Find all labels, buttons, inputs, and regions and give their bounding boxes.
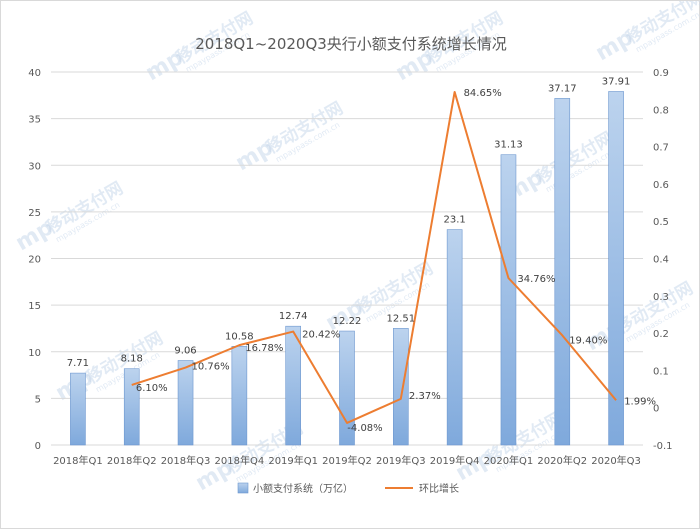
line-value-label: 19.40%: [569, 335, 607, 346]
y-right-tick-label: 0.1: [653, 366, 669, 377]
y-left-tick-label: 30: [28, 161, 41, 172]
x-tick-label: 2020年Q2: [537, 454, 587, 467]
x-tick-label: 2020年Q3: [591, 454, 641, 467]
x-tick-label: 2019年Q1: [268, 454, 318, 467]
line-value-label: 1.99%: [624, 396, 656, 407]
x-tick-label: 2018年Q3: [161, 454, 211, 467]
bar: [393, 328, 408, 445]
bar: [70, 373, 85, 445]
x-tick-label: 2018年Q4: [215, 454, 265, 467]
x-tick-label: 2018年Q2: [107, 454, 157, 467]
y-right-tick-label: 0.8: [653, 105, 669, 116]
bar: [178, 361, 193, 445]
y-right-tick-label: 0.7: [653, 143, 669, 154]
line-value-label: 2.37%: [409, 391, 441, 402]
y-left-tick-label: 5: [35, 394, 41, 405]
y-right-tick-label: 0.4: [653, 255, 669, 266]
growth-line: [132, 92, 616, 423]
y-left-tick-label: 20: [28, 255, 41, 266]
line-value-label: 34.76%: [517, 274, 555, 285]
x-tick-label: 2019年Q3: [376, 454, 426, 467]
bar-value-label: 12.74: [279, 311, 308, 322]
legend-bar-label: 小额支付系统（万亿）: [253, 482, 353, 495]
line-series: [132, 92, 616, 423]
y-left-tick-label: 40: [28, 68, 41, 79]
bar: [609, 91, 624, 445]
bar: [286, 326, 301, 445]
legend: 小额支付系统（万亿） 环比增长: [238, 482, 459, 495]
y-right-tick-label: -0.1: [653, 441, 673, 452]
legend-bar-swatch: [238, 483, 248, 493]
y-left-tick-label: 10: [28, 348, 41, 359]
x-tick-label: 2019年Q2: [322, 454, 372, 467]
bar-value-label: 31.13: [494, 140, 523, 151]
bar: [501, 155, 516, 445]
bar-value-label: 12.51: [386, 313, 415, 324]
bar-value-label: 10.58: [225, 331, 254, 342]
y-left-tick-label: 35: [28, 115, 41, 126]
bar-value-label: 9.06: [174, 346, 196, 357]
x-tick-label: 2018年Q1: [53, 454, 103, 467]
y-left-tick-label: 15: [28, 301, 41, 312]
x-tick-label: 2020年Q1: [484, 454, 534, 467]
bar: [555, 98, 570, 445]
bar-value-label: 7.71: [67, 358, 89, 369]
y-right-tick-label: 0.3: [653, 292, 669, 303]
bar: [232, 346, 247, 445]
line-value-label: 20.42%: [302, 330, 340, 341]
bar-value-label: 12.22: [333, 316, 362, 327]
line-value-label: 84.65%: [464, 88, 502, 99]
y-right-tick-label: 0.2: [653, 329, 669, 340]
y-right-tick-label: 0.6: [653, 180, 669, 191]
line-value-label: 6.10%: [136, 383, 168, 394]
y-right-tick-label: 0: [653, 404, 659, 415]
bar: [447, 230, 462, 445]
line-value-label: -4.08%: [347, 423, 382, 434]
bar-value-label: 37.91: [602, 76, 631, 87]
bar-value-label: 23.1: [444, 215, 466, 226]
bar-value-label: 8.18: [121, 354, 143, 365]
chart-title: 2018Q1~2020Q3央行小额支付系统增长情况: [195, 35, 507, 53]
y-left-tick-label: 0: [35, 441, 41, 452]
line-value-label: 10.76%: [191, 362, 229, 373]
bar-value-label: 37.17: [548, 83, 577, 94]
y-right-tick-label: 0.5: [653, 217, 669, 228]
legend-line-label: 环比增长: [419, 482, 459, 495]
line-value-label: 16.78%: [245, 343, 283, 354]
bar: [124, 369, 139, 445]
y-right-tick-label: 0.9: [653, 68, 669, 79]
y-left-tick-label: 25: [28, 208, 41, 219]
x-tick-label: 2019年Q4: [430, 454, 480, 467]
